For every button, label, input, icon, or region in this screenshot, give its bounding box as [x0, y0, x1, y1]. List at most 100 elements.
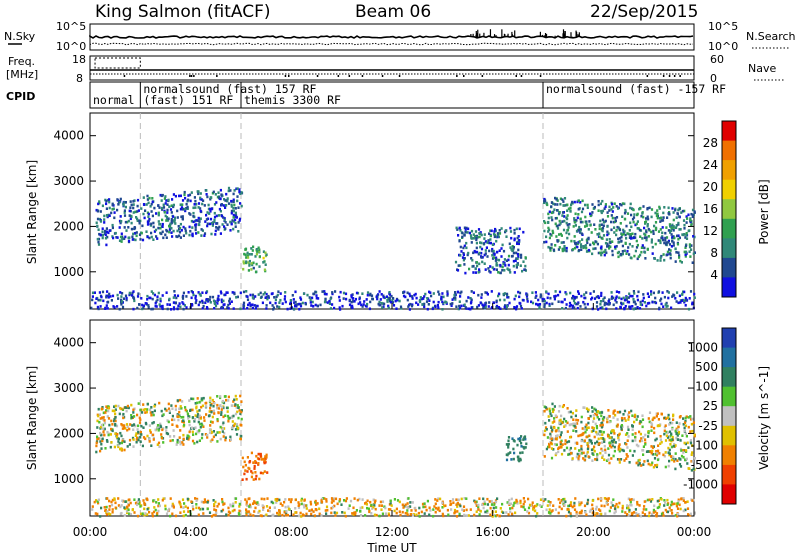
data-cell [553, 443, 556, 446]
data-cell [226, 414, 230, 418]
data-cell [261, 471, 265, 475]
data-cell [611, 253, 614, 257]
data-cell [548, 236, 551, 240]
data-cell [315, 294, 318, 297]
data-cell [676, 234, 679, 238]
data-cell [591, 252, 594, 256]
data-cell [615, 216, 619, 219]
data-cell [655, 453, 659, 457]
data-cell [179, 511, 182, 514]
data-cell [673, 442, 676, 446]
data-cell [188, 399, 191, 402]
data-cell [120, 407, 123, 411]
data-cell [641, 511, 644, 514]
data-cell [633, 213, 636, 216]
data-cell [205, 413, 208, 416]
data-cell [511, 249, 514, 253]
data-cell [114, 408, 117, 411]
data-cell [477, 304, 480, 307]
data-cell [556, 227, 560, 230]
data-cell [166, 211, 169, 214]
data-cell [342, 297, 345, 300]
data-cell [659, 435, 662, 438]
data-cell [491, 254, 494, 257]
data-cell [668, 212, 671, 216]
data-cell [245, 500, 248, 503]
data-cell [653, 426, 656, 430]
data-cell [550, 205, 553, 208]
data-cell [202, 304, 205, 308]
data-cell [473, 513, 476, 517]
data-cell [510, 255, 514, 258]
data-cell [558, 435, 562, 439]
data-cell [208, 428, 212, 431]
data-cell [472, 291, 475, 294]
data-cell [186, 437, 189, 440]
data-cell [446, 508, 449, 512]
data-cell [160, 232, 163, 236]
data-cell [111, 203, 114, 207]
data-cell [584, 510, 587, 514]
data-cell [600, 504, 603, 508]
data-cell [656, 259, 659, 262]
data-cell [229, 229, 232, 232]
data-cell [476, 264, 479, 268]
data-cell [486, 497, 489, 501]
data-cell [120, 511, 123, 515]
data-cell [199, 294, 202, 297]
data-cell [574, 497, 577, 500]
data-cell [271, 304, 274, 307]
data-cell [564, 442, 567, 446]
data-cell [590, 430, 593, 433]
data-cell [383, 302, 386, 306]
data-cell [545, 290, 548, 293]
data-cell [650, 230, 653, 234]
data-cell [644, 441, 647, 445]
data-cell [199, 425, 202, 429]
data-cell [160, 433, 163, 436]
data-cell [535, 294, 538, 298]
data-cell [390, 504, 393, 507]
data-cell [455, 503, 458, 506]
data-cell [110, 503, 114, 507]
data-cell [274, 498, 278, 501]
data-cell [283, 298, 286, 301]
data-cell [451, 298, 454, 301]
data-cell [198, 223, 201, 227]
data-cell [109, 445, 112, 449]
data-cell [631, 245, 634, 248]
data-cell [250, 470, 253, 473]
data-cell [176, 216, 179, 219]
data-cell [228, 299, 231, 303]
data-cell [603, 253, 606, 257]
data-cell [96, 512, 99, 516]
data-cell [608, 415, 611, 418]
data-cell [627, 413, 630, 417]
data-cell [387, 508, 391, 511]
data-cell [192, 293, 195, 297]
data-cell [255, 474, 258, 478]
data-cell [181, 295, 184, 299]
data-cell [107, 300, 110, 304]
data-cell [208, 410, 211, 413]
data-cell [233, 398, 236, 402]
data-cell [318, 512, 321, 516]
data-cell [492, 301, 495, 304]
data-cell [480, 247, 484, 251]
data-cell [514, 259, 517, 262]
data-cell [659, 220, 662, 223]
data-cell [561, 220, 564, 223]
data-cell [276, 293, 279, 297]
data-cell [278, 509, 281, 512]
data-cell [595, 301, 599, 304]
data-cell [682, 451, 685, 454]
data-cell [459, 295, 462, 298]
data-cell [467, 307, 470, 311]
data-cell [589, 214, 592, 218]
data-cell [612, 220, 615, 224]
data-cell [547, 500, 550, 503]
data-cell [118, 226, 121, 229]
data-cell [209, 404, 212, 407]
data-cell [477, 228, 481, 231]
data-cell [595, 426, 599, 430]
